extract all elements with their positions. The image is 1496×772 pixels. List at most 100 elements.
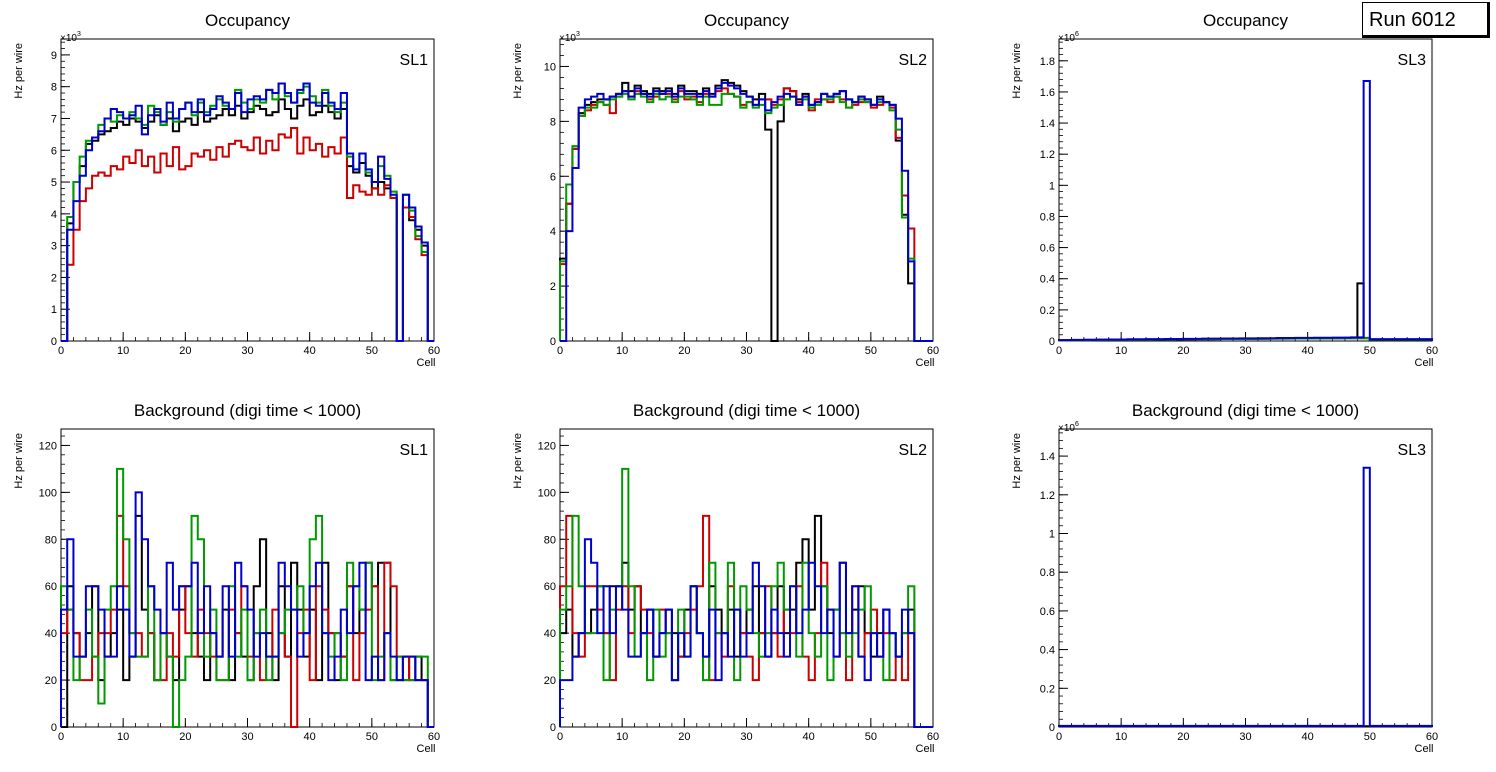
x-tick-label: 40 <box>304 731 316 743</box>
series-blue <box>560 81 933 342</box>
x-tick-label: 60 <box>927 345 939 357</box>
x-tick-label: 30 <box>1239 345 1251 357</box>
y-tick-label: 5 <box>51 177 57 189</box>
x-tick-label: 30 <box>241 345 253 357</box>
x-tick-label: 40 <box>304 345 316 357</box>
x-tick-label: 10 <box>117 731 129 743</box>
series-green <box>61 82 434 342</box>
y-tick-label: 7 <box>51 113 57 125</box>
y-tick-label: 0 <box>1049 336 1055 348</box>
x-tick-label: 60 <box>428 345 440 357</box>
x-tick-label: 50 <box>1364 345 1376 357</box>
x-tick-label: 30 <box>1239 731 1251 743</box>
y-tick-label: 1 <box>1049 528 1055 540</box>
y-axis-label: Hz per wire <box>1011 43 1023 99</box>
y-tick-label: 3 <box>51 241 57 253</box>
superlayer-label: SL3 <box>1398 442 1427 459</box>
x-axis-label: Cell <box>916 743 935 755</box>
y-tick-label: 1.4 <box>1040 451 1055 463</box>
y-tick-label: 0.8 <box>1040 567 1055 579</box>
superlayer-label: SL1 <box>400 52 429 69</box>
y-axis-label: Hz per wire <box>512 433 524 489</box>
x-tick-label: 60 <box>428 731 440 743</box>
y-tick-label: 4 <box>51 209 57 221</box>
series-black <box>61 98 434 342</box>
chart-title: Background (digi time < 1000) <box>134 401 361 420</box>
x-axis-label: Cell <box>1415 743 1434 755</box>
series-green <box>559 92 933 342</box>
x-tick-label: 30 <box>740 345 752 357</box>
superlayer-label: SL2 <box>899 52 928 69</box>
series-blue <box>559 538 933 728</box>
superlayer-label: SL1 <box>400 442 429 459</box>
x-tick-label: 10 <box>1115 731 1127 743</box>
series-red <box>61 127 434 342</box>
y-tick-label: 8 <box>550 116 556 128</box>
y-tick-label: 0.6 <box>1040 243 1055 255</box>
x-tick-label: 40 <box>1302 345 1314 357</box>
y-tick-label: 0.2 <box>1040 683 1055 695</box>
y-tick-label: 1.2 <box>1040 149 1055 161</box>
chart-bkg-sl1: Background (digi time < 1000) 0 20 40 60 80 10… <box>13 401 440 755</box>
y-tick-label: 40 <box>45 628 57 640</box>
x-tick-label: 20 <box>1177 731 1189 743</box>
y-tick-label: 6 <box>51 145 57 157</box>
y-tick-label: 80 <box>544 534 556 546</box>
x-axis-label: Cell <box>417 357 436 369</box>
x-tick-label: 10 <box>616 731 628 743</box>
axis-exponent: ×103 <box>60 31 81 44</box>
x-tick-label: 0 <box>58 731 64 743</box>
y-tick-label: 20 <box>45 675 57 687</box>
y-tick-label: 100 <box>39 487 57 499</box>
y-tick-label: 9 <box>51 50 57 62</box>
x-tick-label: 20 <box>678 345 690 357</box>
y-axis-label: Hz per wire <box>13 433 25 489</box>
x-axis-label: Cell <box>916 357 935 369</box>
y-tick-label: 10 <box>544 61 556 73</box>
y-tick-label: 1.6 <box>1040 87 1055 99</box>
series-blue <box>1058 466 1433 727</box>
x-tick-label: 0 <box>1056 345 1062 357</box>
y-tick-label: 4 <box>550 226 556 238</box>
axis-exponent: ×106 <box>1058 31 1079 44</box>
y-tick-label: 0 <box>51 722 57 734</box>
y-tick-label: 0.4 <box>1040 645 1055 657</box>
y-tick-label: 60 <box>544 581 556 593</box>
x-tick-label: 10 <box>1115 345 1127 357</box>
x-tick-label: 0 <box>1056 731 1062 743</box>
plot-frame <box>559 38 934 342</box>
chart-title: Occupancy <box>1203 11 1289 30</box>
y-tick-label: 0 <box>51 336 57 348</box>
axis-exponent-power: 3 <box>77 31 81 38</box>
x-tick-label: 30 <box>740 731 752 743</box>
y-tick-label: 0.8 <box>1040 211 1055 223</box>
series-black <box>559 79 933 342</box>
x-tick-label: 0 <box>557 731 563 743</box>
y-tick-label: 1 <box>1049 180 1055 192</box>
x-tick-label: 50 <box>865 345 877 357</box>
axis-exponent-power: 3 <box>576 31 580 38</box>
plot-frame <box>559 428 934 728</box>
y-tick-label: 0 <box>550 722 556 734</box>
y-tick-label: 8 <box>51 82 57 94</box>
y-tick-label: 2 <box>550 281 556 293</box>
x-tick-label: 50 <box>366 731 378 743</box>
x-tick-label: 40 <box>1302 731 1314 743</box>
chart-title: Occupancy <box>205 11 291 30</box>
axis-exponent-power: 6 <box>1075 31 1079 38</box>
y-tick-label: 2 <box>51 272 57 284</box>
series-blue <box>61 82 434 342</box>
axis-exponent-power: 6 <box>1075 421 1079 428</box>
y-tick-label: 0 <box>1049 722 1055 734</box>
x-tick-label: 40 <box>803 731 815 743</box>
x-tick-label: 10 <box>117 345 129 357</box>
y-tick-label: 0.4 <box>1040 274 1055 286</box>
y-tick-label: 120 <box>538 440 556 452</box>
x-tick-label: 20 <box>678 731 690 743</box>
x-tick-label: 20 <box>179 345 191 357</box>
x-tick-label: 20 <box>179 731 191 743</box>
chart-title: Background (digi time < 1000) <box>633 401 860 420</box>
